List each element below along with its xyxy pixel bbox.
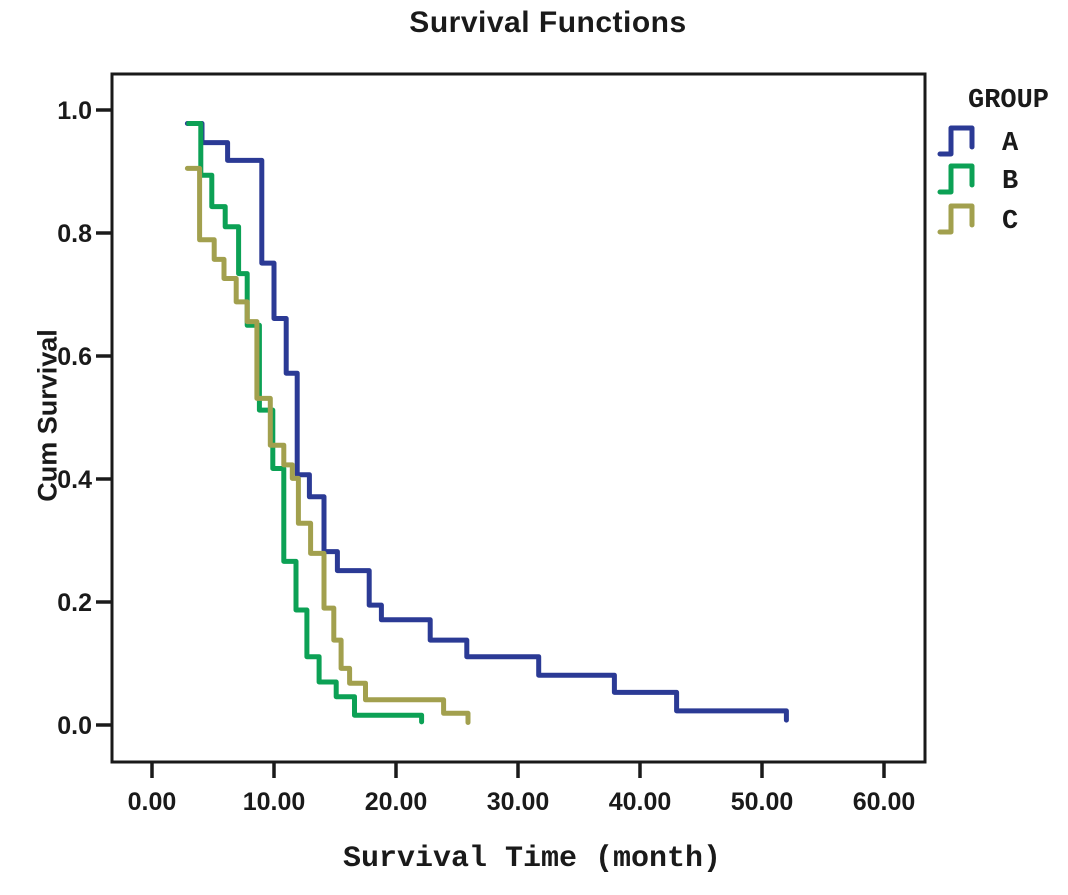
y-tick-label: 0.0 <box>57 712 92 740</box>
y-tick-label: 0.2 <box>57 589 92 617</box>
y-axis-ticks: 0.0 0.2 0.4 0.6 0.8 1.0 <box>57 97 112 740</box>
survival-curve-c <box>184 165 471 725</box>
x-tick-label: 30.00 <box>487 788 550 816</box>
y-tick-label: 0.8 <box>57 220 92 248</box>
x-tick-label: 10.00 <box>243 788 306 816</box>
chart-title: Survival Functions <box>409 6 687 39</box>
survival-curve-b <box>186 121 425 725</box>
y-tick-label: 0.6 <box>57 343 92 371</box>
legend-title: GROUP <box>968 86 1050 116</box>
legend-label-c: C <box>1002 207 1018 237</box>
x-tick-label: 50.00 <box>731 788 794 816</box>
legend-items: ABC <box>937 125 1019 237</box>
legend-key-b <box>937 163 975 195</box>
x-tick-label: 60.00 <box>853 788 916 816</box>
y-tick-label: 1.0 <box>57 97 92 125</box>
legend-key-a <box>937 125 975 157</box>
x-axis-label: Survival Time (month) <box>342 842 722 876</box>
survival-curve-a <box>184 121 789 723</box>
x-tick-label: 40.00 <box>609 788 672 816</box>
legend-label-b: B <box>1002 167 1018 197</box>
legend-label-a: A <box>1002 129 1019 159</box>
y-tick-label: 0.4 <box>57 466 92 494</box>
x-tick-label: 0.00 <box>128 788 177 816</box>
survival-curves <box>184 121 789 725</box>
legend-key-c <box>937 203 975 235</box>
x-axis-ticks: 0.00 10.00 20.00 30.00 40.00 50.00 60.00 <box>128 762 916 816</box>
x-tick-label: 20.00 <box>365 788 428 816</box>
